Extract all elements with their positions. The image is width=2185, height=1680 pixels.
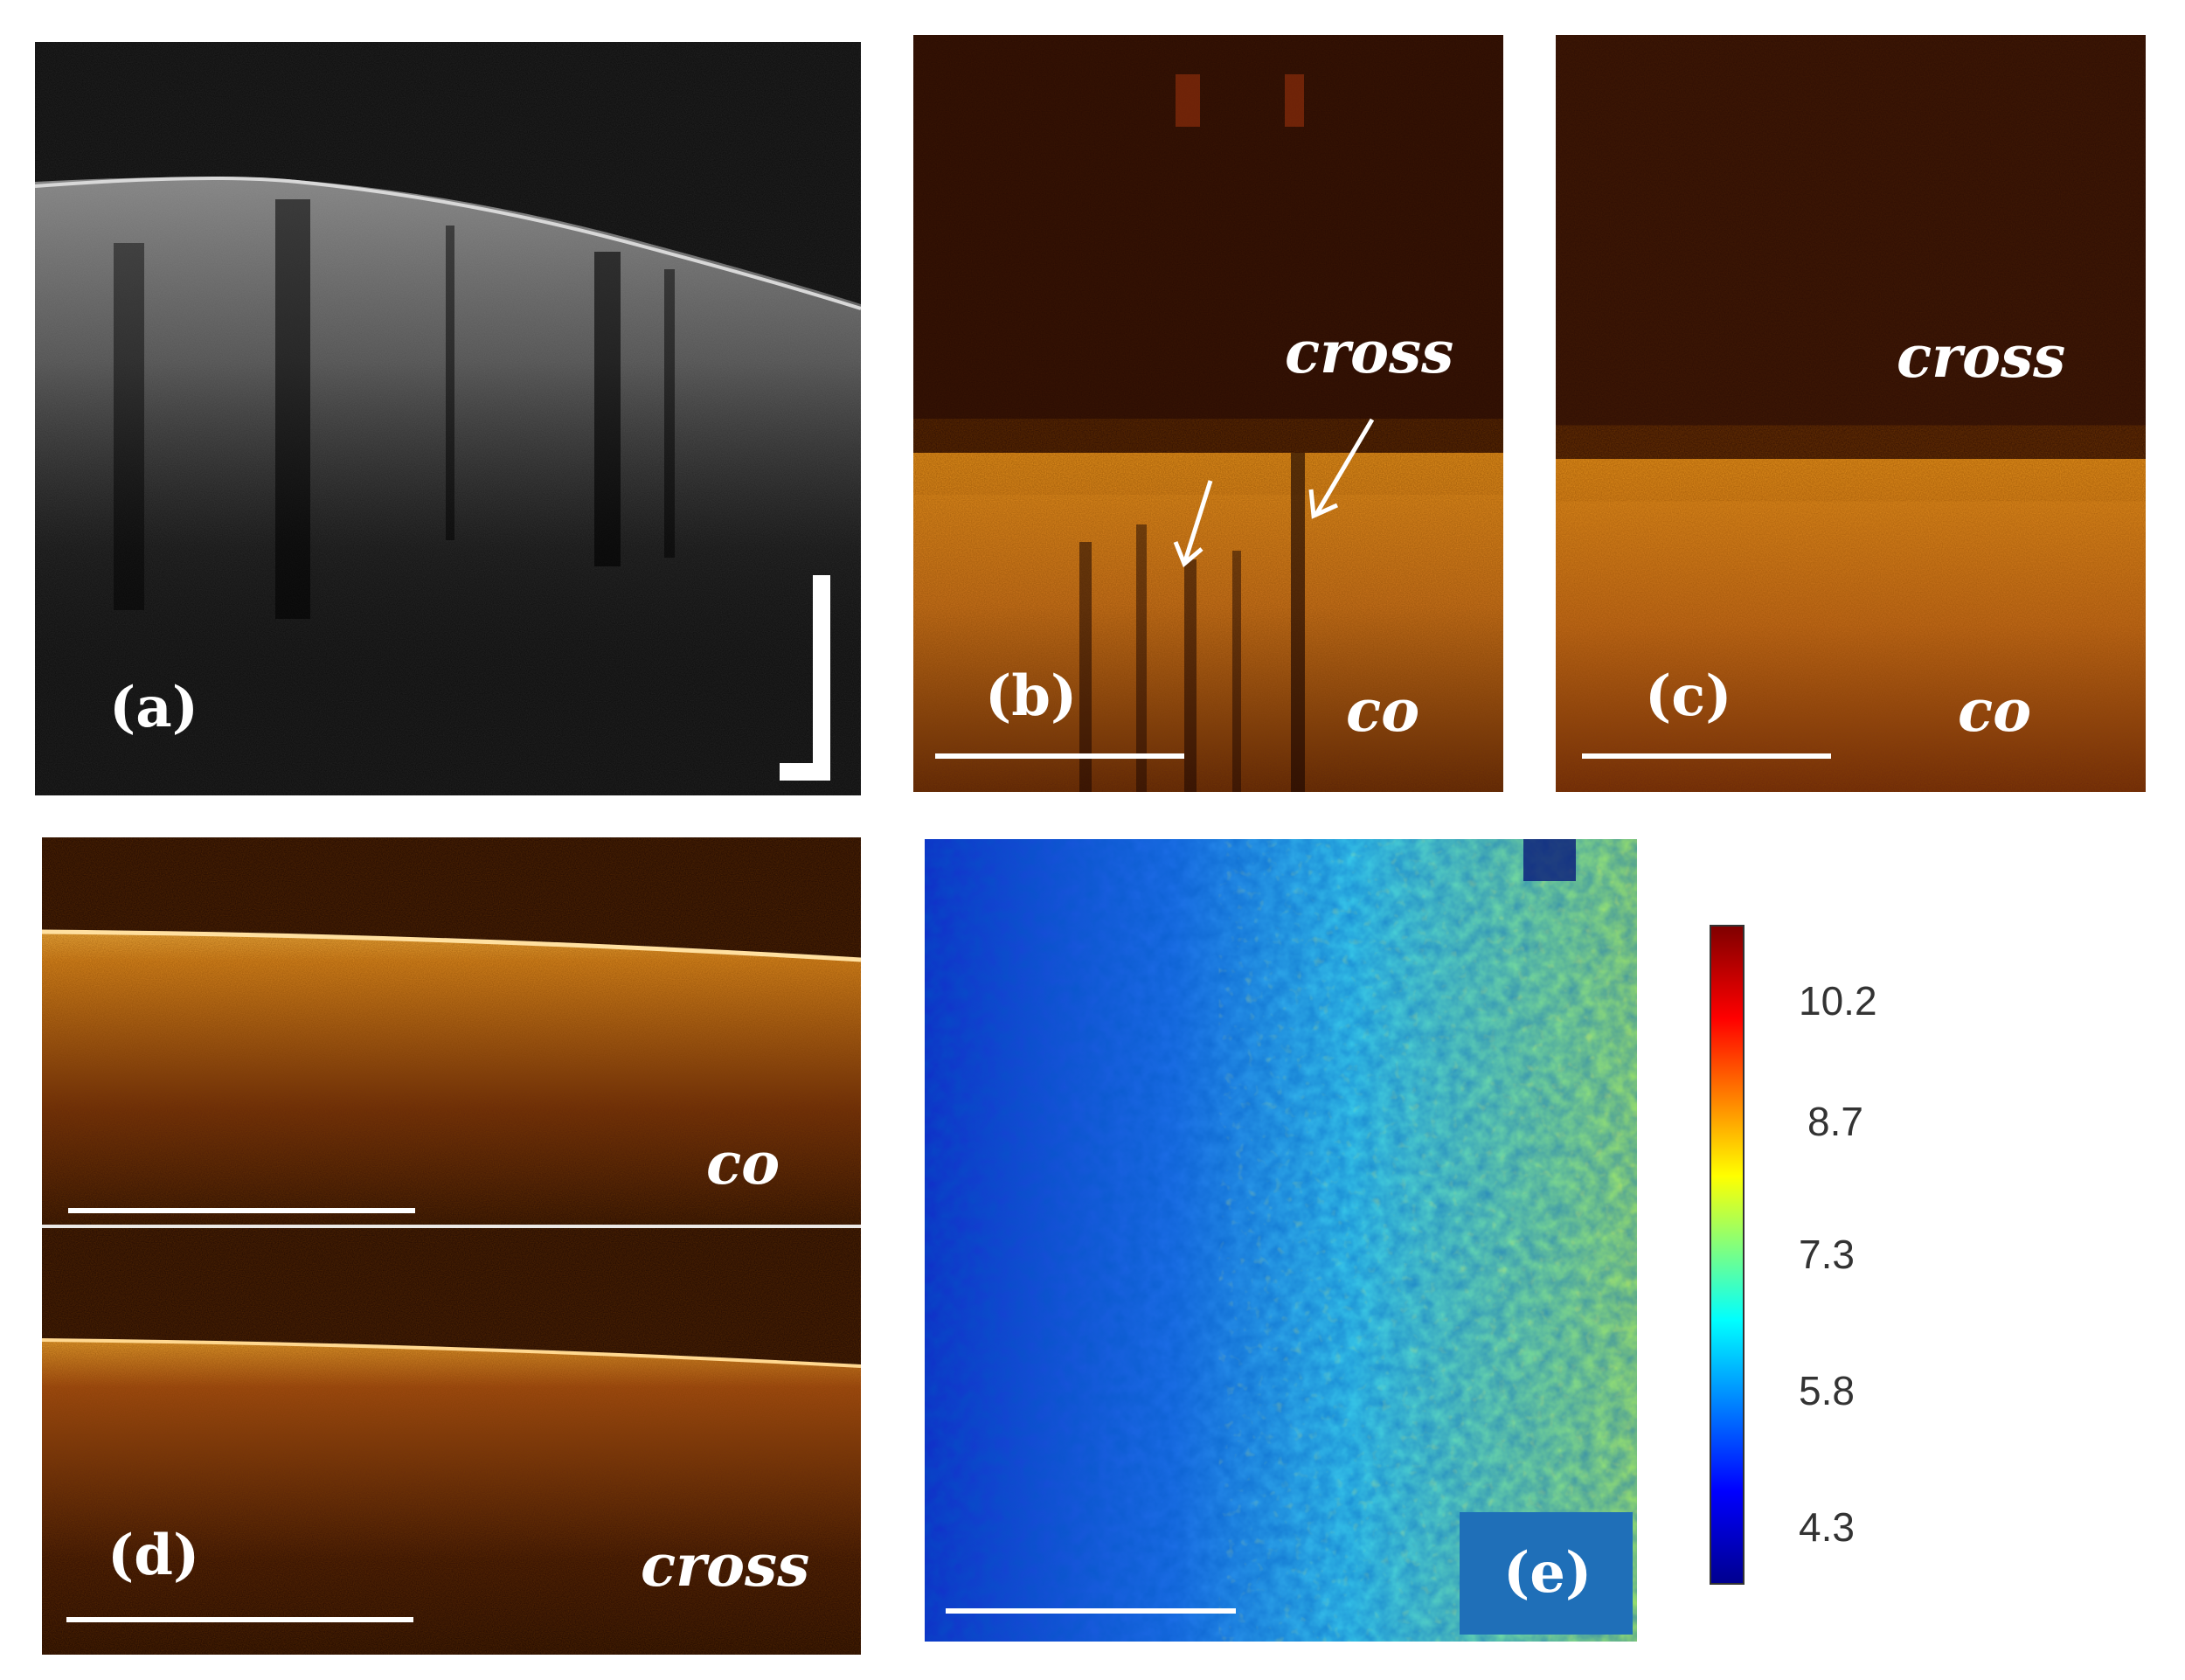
panel-b-label: (b) (985, 663, 1078, 729)
panel-d-cross-tag: cross (641, 1531, 810, 1600)
colorbar-tick-3: 7.3 (1799, 1232, 1855, 1277)
panel-a-image (35, 42, 861, 795)
panel-b-bottom-tag: co (1346, 677, 1420, 745)
colorbar-tick-2: 8.7 (1807, 1099, 1863, 1144)
panel-a: (a) (35, 42, 861, 795)
panel-e-scalebar (946, 1608, 1236, 1614)
colorbar (1710, 925, 1745, 1585)
panel-c-label: (c) (1645, 663, 1732, 729)
colorbar-tick-1: 10.2 (1799, 978, 1877, 1024)
panel-d: co (d) cross (42, 837, 861, 1655)
panel-e-label: (e) (1503, 1540, 1592, 1606)
panel-b-scalebar (935, 753, 1184, 759)
panel-d-label: (d) (108, 1523, 200, 1588)
panel-c-top-tag: cross (1897, 323, 2066, 391)
panel-e-label-box (1460, 1512, 1633, 1635)
panel-b-top-tag: cross (1285, 318, 1454, 386)
colorbar-tick-5: 4.3 (1799, 1504, 1855, 1550)
panel-c-image (1556, 35, 2146, 792)
panel-d-co-tag: co (706, 1129, 780, 1198)
panel-d-image (42, 837, 861, 1655)
panel-c: cross (c) co (1556, 35, 2146, 792)
panel-b: cross (b) co (913, 35, 1503, 792)
colorbar-tick-4: 5.8 (1799, 1368, 1855, 1413)
panel-b-image (913, 35, 1503, 792)
panel-e: (e) (925, 839, 1637, 1642)
panel-e-image (925, 839, 1637, 1642)
panel-d-scalebar-top (68, 1208, 415, 1213)
panel-a-label: (a) (109, 675, 199, 740)
panel-c-scalebar (1582, 753, 1831, 759)
panel-c-bottom-tag: co (1958, 677, 2032, 745)
panel-d-scalebar-bottom (66, 1617, 413, 1622)
